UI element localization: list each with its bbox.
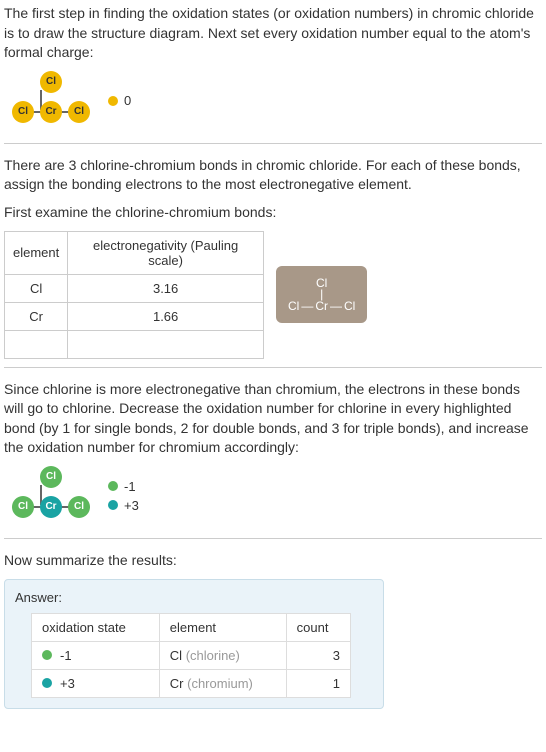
atom-cl-right-2: Cl	[68, 496, 90, 518]
atom-cr-center: Cr	[40, 101, 62, 123]
intro-paragraph-1: The first step in finding the oxidation …	[4, 4, 542, 63]
divider-1	[4, 143, 542, 144]
atom-cl-top: Cl	[40, 71, 62, 93]
diagram-2: Cl Cl Cr Cl -1 +3	[12, 466, 542, 526]
legend-label-neg1: -1	[124, 479, 136, 494]
table-row: -1 Cl (chlorine) 3	[32, 641, 351, 669]
en-header-value: electronegativity (Pauling scale)	[68, 231, 264, 274]
structure-box: Cl | Cl — Cr — Cl	[276, 266, 367, 324]
molecule-diagram-1: Cl Cl Cr Cl	[12, 71, 92, 131]
atom-cl-left-2: Cl	[12, 496, 34, 518]
answer-box: Answer: oxidation state element count -1…	[4, 579, 384, 709]
legend-2: -1 +3	[108, 479, 139, 513]
divider-3	[4, 538, 542, 539]
result-header-ox: oxidation state	[32, 613, 160, 641]
electronegativity-row: element electronegativity (Pauling scale…	[4, 231, 542, 359]
atom-cr-center-2: Cr	[40, 496, 62, 518]
divider-2	[4, 367, 542, 368]
paragraph-4: Since chlorine is more electronegative t…	[4, 380, 542, 458]
legend-dot-0	[108, 96, 118, 106]
en-header-element: element	[5, 231, 68, 274]
result-header-el: element	[159, 613, 286, 641]
diagram-1: Cl Cl Cr Cl 0	[12, 71, 542, 131]
atom-cl-left: Cl	[12, 101, 34, 123]
legend-label-pos3: +3	[124, 498, 139, 513]
atom-cl-top-2: Cl	[40, 466, 62, 488]
result-table: oxidation state element count -1 Cl (chl…	[31, 613, 351, 698]
table-row-empty	[5, 330, 264, 358]
table-row: Cr 1.66	[5, 302, 264, 330]
table-row: Cl 3.16	[5, 274, 264, 302]
electronegativity-table: element electronegativity (Pauling scale…	[4, 231, 264, 359]
table-row: +3 Cr (chromium) 1	[32, 669, 351, 697]
paragraph-3: First examine the chlorine-chromium bond…	[4, 203, 542, 223]
atom-cl-right: Cl	[68, 101, 90, 123]
molecule-diagram-2: Cl Cl Cr Cl	[12, 466, 92, 526]
answer-title: Answer:	[15, 590, 373, 605]
legend-label-0: 0	[124, 93, 131, 108]
paragraph-5: Now summarize the results:	[4, 551, 542, 571]
paragraph-2: There are 3 chlorine-chromium bonds in c…	[4, 156, 542, 195]
legend-dot-pos3	[108, 500, 118, 510]
legend-dot-neg1	[108, 481, 118, 491]
result-header-count: count	[286, 613, 350, 641]
legend-1: 0	[108, 93, 131, 108]
